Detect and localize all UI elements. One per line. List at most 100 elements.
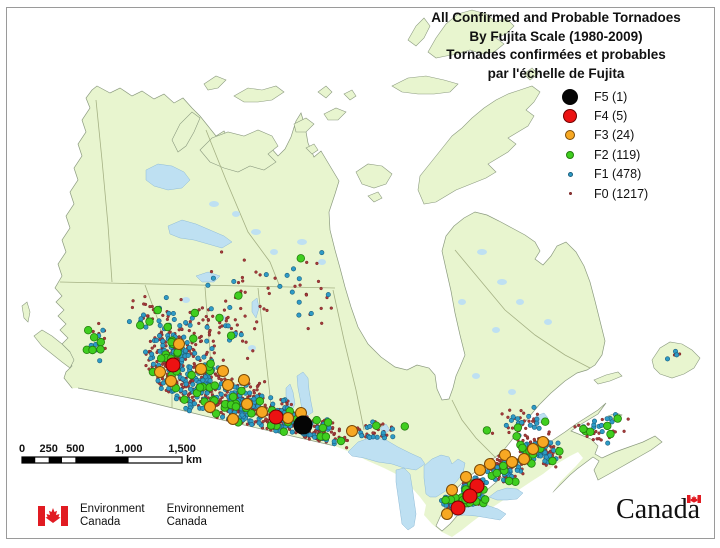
island (317, 85, 333, 99)
lake (395, 467, 417, 531)
tornado-f0-dot (201, 318, 205, 322)
tornado-f1-dot (181, 334, 187, 340)
tornado-f0-dot (254, 270, 258, 274)
tornado-f2-dot (512, 432, 521, 441)
tornado-f0-dot (243, 290, 247, 294)
scale-segment (35, 457, 49, 463)
us-border (77, 387, 336, 447)
tornado-f1-dot (239, 412, 245, 418)
tornado-f1-dot (150, 361, 156, 367)
tornado-f1-dot (249, 421, 255, 427)
tornado-f0-dot (241, 279, 245, 283)
tornado-f2-dot (96, 345, 105, 354)
legend-item-f3: F3 (24) (552, 126, 648, 145)
tornado-f4-dot (462, 488, 478, 504)
wordmark-text: Canada (616, 494, 700, 525)
tornado-f0-dot (329, 306, 333, 310)
tornado-f0-dot (257, 381, 262, 386)
tornado-f1-dot (483, 480, 489, 486)
tornado-f0-dot (266, 286, 270, 290)
tornado-f0-dot (319, 286, 323, 291)
tornado-f0-dot (148, 304, 152, 309)
tornado-f0-dot (591, 437, 595, 442)
tornado-f1-dot (312, 434, 318, 440)
tornado-f0-dot (305, 260, 309, 265)
tornado-f2-dot (499, 461, 508, 471)
tornado-f1-dot (494, 464, 500, 470)
tornado-f0-dot (265, 308, 269, 313)
tornado-f0-dot (200, 306, 205, 310)
lake (296, 371, 314, 417)
tornado-f0-dot (577, 423, 581, 427)
tornado-f1-dot (170, 310, 176, 316)
tornado-f1-dot (179, 357, 185, 363)
tornado-f0-dot (212, 351, 216, 355)
tornado-f0-dot (224, 319, 228, 323)
tornado-f1-dot (209, 346, 215, 352)
tornado-f0-dot (523, 433, 527, 437)
tornado-f2-dot (579, 424, 588, 434)
dept-fr-line2: Canada (166, 515, 207, 528)
island (391, 75, 459, 95)
tornado-f1-dot (166, 310, 172, 316)
small-lake (270, 249, 278, 255)
tornado-f2-dot (195, 383, 205, 392)
tornado-f3-dot (474, 464, 486, 476)
tornado-f0-dot (143, 302, 148, 307)
tornado-f1-dot (268, 395, 274, 401)
tornado-f0-dot (253, 420, 258, 424)
tornado-f0-dot (197, 308, 201, 312)
tornado-f3-dot (154, 366, 166, 378)
tornado-f0-dot (506, 415, 510, 419)
tornado-f0-dot (594, 429, 598, 434)
tornado-f0-dot (131, 299, 135, 303)
island (417, 85, 541, 205)
tornado-f1-dot (220, 414, 226, 420)
tornado-f1-dot (538, 453, 544, 459)
tornado-f1-dot (186, 345, 192, 351)
tornado-f1-dot (319, 250, 325, 256)
tornado-f2-dot (321, 432, 331, 441)
tornado-f0-dot (244, 340, 248, 344)
tornado-f4-dot (165, 357, 181, 373)
island (407, 17, 431, 47)
tornado-f1-dot (296, 299, 302, 305)
tornado-f1-dot (183, 320, 189, 326)
small-lake (318, 259, 326, 265)
tornado-f1-dot (225, 323, 231, 329)
tornado-f1-dot (155, 378, 161, 384)
tornado-f1-dot (204, 324, 210, 330)
tornado-f3-dot (222, 379, 234, 391)
dept-en-line1: Environment (80, 503, 145, 515)
map-title: All Confirmed and Probable Tornadoes By … (398, 9, 714, 83)
tornado-f0-dot (207, 333, 212, 337)
scale-segment (128, 457, 183, 463)
tornado-f2-dot (228, 392, 238, 401)
tornado-f1-dot (192, 350, 198, 356)
tornado-f2-dot (323, 418, 333, 427)
tornado-f0-dot (535, 412, 540, 416)
tornado-f0-dot (180, 327, 184, 331)
tornado-f3-dot (441, 508, 453, 520)
tornado-f1-dot (290, 266, 296, 272)
tornado-f3-dot (256, 406, 268, 418)
tornado-f0-dot (233, 318, 237, 322)
tornado-f0-dot (180, 382, 184, 387)
tornado-f0-dot (289, 402, 294, 407)
tornado-f2-dot (372, 421, 381, 430)
tornado-f3-dot (282, 412, 294, 424)
tornado-f1-dot (289, 289, 295, 295)
tornado-f2-dot (441, 495, 450, 505)
fujita-legend: F5 (1) F4 (5) F3 (24) F2 (119) F1 (478) F0 (1… (552, 87, 648, 203)
tornado-f3-dot (204, 401, 216, 413)
tornado-f1-dot (534, 420, 540, 426)
tornado-f1-dot (166, 385, 172, 391)
tornado-f1-dot (374, 434, 380, 440)
tornado-f0-dot (165, 317, 170, 322)
tornado-f1-dot (184, 340, 190, 346)
legend-item-f0: F0 (1217) (552, 184, 648, 203)
scale-tick-label: 250 (39, 443, 57, 455)
tornado-f0-dot (585, 434, 589, 439)
